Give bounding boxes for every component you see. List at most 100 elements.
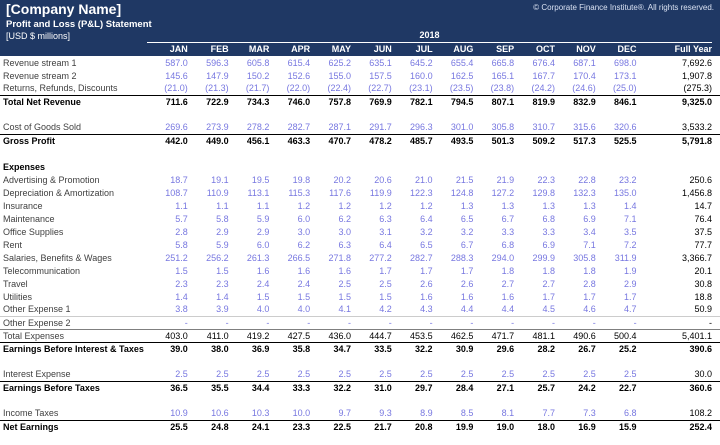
cell-may[interactable]: 4.1 — [338, 304, 351, 315]
cell-may[interactable]: 155.0 — [328, 70, 351, 81]
cell-may[interactable]: 1.2 — [338, 200, 351, 211]
cell-oct[interactable]: 7.7 — [542, 408, 555, 419]
cell-dec[interactable]: 1.7 — [624, 291, 637, 302]
cell-jun[interactable]: 6.3 — [379, 213, 392, 224]
cell-apr[interactable]: - — [272, 315, 314, 329]
cell-sep[interactable]: 3.3 — [501, 226, 515, 237]
cell-mar[interactable]: - — [231, 315, 273, 329]
cell-oct[interactable]: (24.2) — [531, 83, 555, 94]
cell-mar[interactable]: 10.3 — [251, 408, 270, 419]
cell-feb[interactable]: 1.4 — [216, 291, 229, 302]
cell-nov[interactable]: - — [557, 315, 599, 329]
cell-aug[interactable]: 162.5 — [450, 70, 474, 81]
cell-jul[interactable]: 1.2 — [420, 200, 433, 211]
cell-jun[interactable]: 291.7 — [369, 122, 392, 133]
cell-oct[interactable]: 1.3 — [542, 200, 555, 211]
cell-jul[interactable]: 122.3 — [410, 187, 433, 198]
cell-jul[interactable]: 1.7 — [420, 265, 433, 276]
cell-apr[interactable]: 3.0 — [297, 226, 311, 237]
cell-may[interactable]: 2.5 — [338, 278, 351, 289]
cell-jul[interactable]: 4.3 — [420, 304, 433, 315]
cell-feb[interactable]: 1.1 — [216, 200, 229, 211]
cell-mar[interactable]: 261.3 — [246, 252, 270, 263]
cell-nov[interactable]: 6.9 — [583, 213, 596, 224]
cell-aug[interactable]: 8.5 — [460, 408, 474, 419]
cell-aug[interactable]: 1.6 — [460, 291, 474, 302]
cell-apr[interactable]: 6.2 — [297, 239, 311, 250]
cell-jan[interactable]: 3.8 — [175, 304, 188, 315]
cell-oct[interactable]: 129.8 — [532, 187, 555, 198]
cell-nov[interactable]: 170.4 — [573, 70, 596, 81]
cell-nov[interactable]: 7.3 — [583, 408, 596, 419]
cell-jun[interactable]: 277.2 — [369, 252, 392, 263]
cell-nov[interactable]: 2.8 — [583, 278, 596, 289]
cell-dec[interactable]: 3.5 — [624, 226, 637, 237]
cell-may[interactable]: 6.2 — [338, 213, 351, 224]
cell-nov[interactable]: 132.3 — [573, 187, 596, 198]
cell-jun[interactable]: 6.4 — [379, 239, 392, 250]
cell-nov[interactable]: 22.8 — [578, 174, 596, 185]
cell-jun[interactable]: 1.2 — [379, 200, 392, 211]
cell-may[interactable]: - — [313, 315, 354, 329]
cell-jan[interactable]: 5.8 — [175, 239, 188, 250]
cell-nov[interactable]: 3.4 — [583, 226, 596, 237]
cell-feb[interactable]: 10.6 — [211, 408, 229, 419]
cell-apr[interactable]: 2.4 — [297, 278, 311, 289]
cell-jun[interactable]: (22.7) — [368, 83, 392, 94]
cell-sep[interactable]: 1.8 — [501, 265, 515, 276]
cell-jun[interactable]: 20.6 — [374, 174, 392, 185]
cell-aug[interactable]: 124.8 — [450, 187, 474, 198]
cell-jun[interactable]: 1.5 — [379, 291, 392, 302]
cell-oct[interactable]: 299.9 — [532, 252, 555, 263]
cell-aug[interactable]: 1.7 — [460, 265, 474, 276]
cell-mar[interactable]: 1.6 — [256, 265, 270, 276]
cell-dec[interactable]: 7.1 — [624, 213, 637, 224]
cell-nov[interactable]: 305.8 — [573, 252, 596, 263]
cell-sep[interactable]: 8.1 — [501, 408, 515, 419]
cell-mar[interactable]: 278.2 — [246, 122, 270, 133]
cell-feb[interactable]: 2.5 — [216, 369, 229, 380]
cell-dec[interactable]: (25.0) — [613, 83, 637, 94]
cell-dec[interactable]: 135.0 — [614, 187, 637, 198]
cell-jul[interactable]: 2.5 — [420, 369, 433, 380]
cell-may[interactable]: 271.8 — [328, 252, 351, 263]
cell-jul[interactable]: 6.5 — [420, 239, 433, 250]
cell-sep[interactable]: 665.8 — [491, 57, 515, 68]
cell-jan[interactable]: 2.5 — [175, 369, 188, 380]
cell-dec[interactable]: 1.4 — [624, 200, 637, 211]
cell-oct[interactable]: 22.3 — [537, 174, 555, 185]
cell-sep[interactable]: 305.8 — [491, 122, 515, 133]
cell-dec[interactable]: 2.5 — [624, 369, 637, 380]
cell-jan[interactable]: - — [150, 315, 191, 329]
cell-nov[interactable]: 2.5 — [583, 369, 596, 380]
cell-mar[interactable]: 605.8 — [246, 57, 270, 68]
cell-mar[interactable]: 6.0 — [256, 239, 270, 250]
cell-feb[interactable]: - — [190, 315, 232, 329]
cell-oct[interactable]: 1.7 — [542, 291, 555, 302]
cell-jan[interactable]: 1.1 — [175, 200, 188, 211]
cell-jan[interactable]: 5.7 — [175, 213, 188, 224]
cell-feb[interactable]: 147.9 — [206, 70, 229, 81]
cell-jan[interactable]: 251.2 — [165, 252, 188, 263]
cell-jun[interactable]: 3.1 — [379, 226, 392, 237]
cell-jan[interactable]: (21.0) — [164, 83, 188, 94]
cell-jun[interactable]: - — [353, 315, 395, 329]
cell-jan[interactable]: 2.8 — [175, 226, 188, 237]
cell-jun[interactable]: 119.9 — [369, 187, 392, 198]
cell-nov[interactable]: 7.1 — [583, 239, 596, 250]
cell-mar[interactable]: 1.1 — [256, 200, 270, 211]
cell-mar[interactable]: (21.7) — [245, 83, 270, 94]
cell-oct[interactable]: 2.5 — [542, 369, 555, 380]
cell-oct[interactable]: 1.8 — [542, 265, 555, 276]
cell-dec[interactable]: 311.9 — [614, 252, 637, 263]
cell-mar[interactable]: 4.0 — [256, 304, 270, 315]
cell-jun[interactable]: 635.1 — [369, 57, 392, 68]
cell-oct[interactable]: 3.3 — [542, 226, 555, 237]
cell-apr[interactable]: 1.5 — [297, 291, 311, 302]
cell-apr[interactable]: 6.0 — [297, 213, 311, 224]
cell-sep[interactable]: 165.1 — [491, 70, 515, 81]
cell-feb[interactable]: 596.3 — [206, 57, 229, 68]
cell-jul[interactable]: - — [394, 315, 436, 329]
cell-sep[interactable]: 127.2 — [491, 187, 515, 198]
cell-dec[interactable]: 4.7 — [624, 304, 637, 315]
